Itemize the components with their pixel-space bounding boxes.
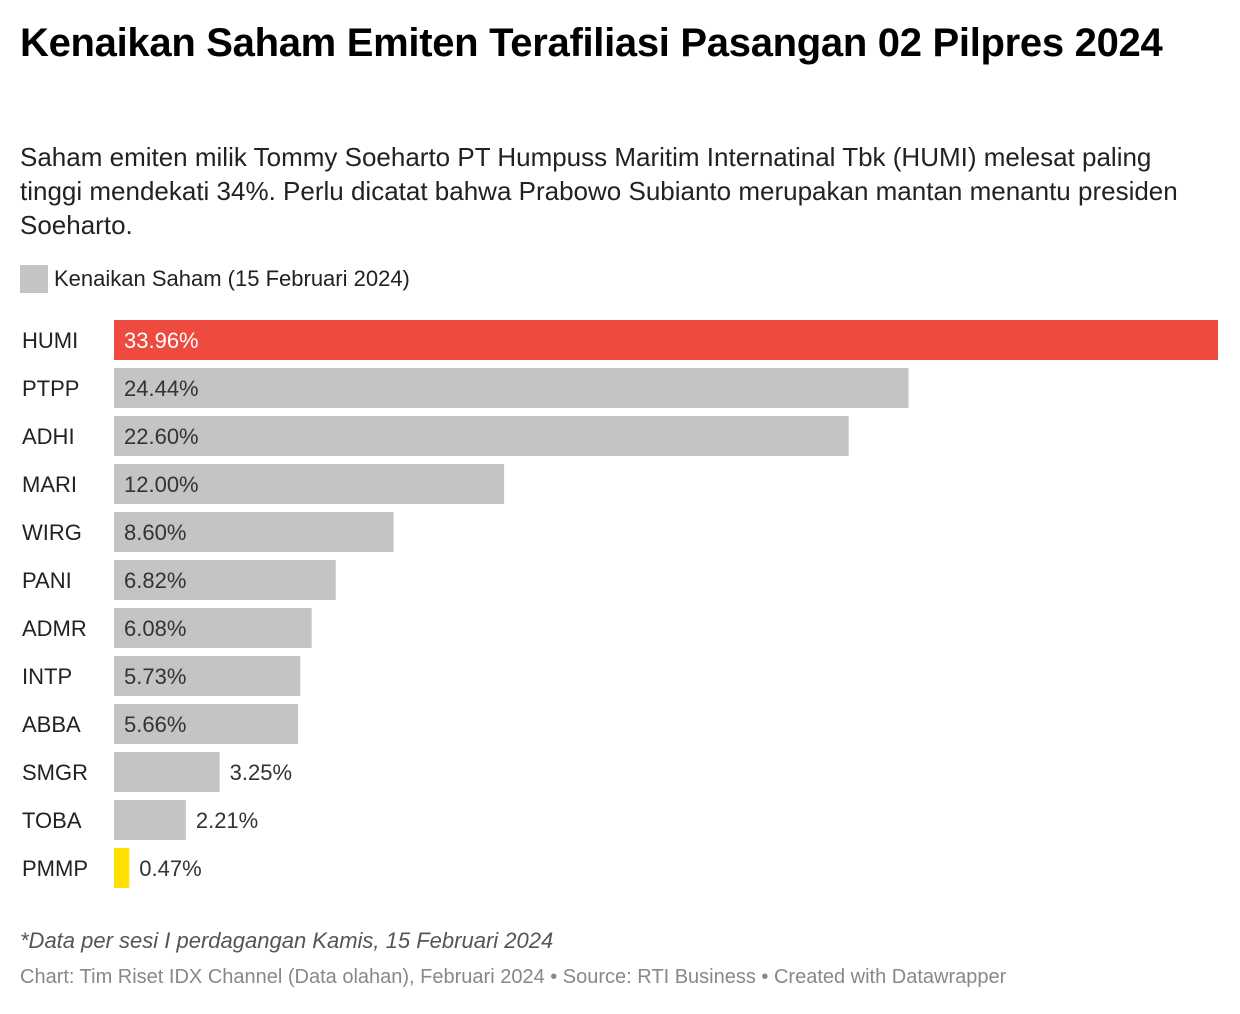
bar-mari [114,464,505,504]
value-label-admr: 6.08% [124,616,186,641]
bar-ptpp [114,368,909,408]
bar-abba [114,704,298,744]
bar-smgr [114,752,220,792]
chart-title: Kenaikan Saham Emiten Terafiliasi Pasang… [20,21,1163,65]
category-label-pmmp: PMMP [22,856,88,881]
category-label-ptpp: PTPP [22,376,79,401]
legend-label: Kenaikan Saham (15 Februari 2024) [54,266,410,291]
value-label-wirg: 8.60% [124,520,186,545]
bar-admr [114,608,312,648]
category-label-mari: MARI [22,472,77,497]
value-label-humi: 33.96% [124,328,199,353]
value-label-abba: 5.66% [124,712,186,737]
category-label-abba: ABBA [22,712,81,737]
value-label-pani: 6.82% [124,568,186,593]
bar-chart: HUMI 33.96% PTPP 24.44% ADHI 22.60% MARI 12.00%… [22,320,1218,888]
chart-credit: Chart: Tim Riset IDX Channel (Data olaha… [20,966,1007,988]
value-label-adhi: 22.60% [124,424,199,449]
value-label-mari: 12.00% [124,472,199,497]
bar-adhi [114,416,849,456]
value-label-smgr: 3.25% [230,760,292,785]
category-label-admr: ADMR [22,616,87,641]
value-label-intp: 5.73% [124,664,186,689]
category-label-toba: TOBA [22,808,82,833]
bar-humi [114,320,1218,360]
bar-pmmp [114,848,130,888]
category-label-adhi: ADHI [22,424,75,449]
bar-pani [114,560,336,600]
bar-wirg [114,512,394,552]
legend: Kenaikan Saham (15 Februari 2024) [20,264,410,294]
value-label-pmmp: 0.47% [139,856,201,881]
value-label-toba: 2.21% [196,808,258,833]
value-label-ptpp: 24.44% [124,376,199,401]
category-label-humi: HUMI [22,328,78,353]
chart-subtitle: Saham emiten milik Tommy Soeharto PT Hum… [20,142,1178,240]
category-label-smgr: SMGR [22,760,88,785]
bar-toba [114,800,186,840]
category-label-intp: INTP [22,664,72,689]
category-label-wirg: WIRG [22,520,82,545]
data-note: *Data per sesi I perdagangan Kamis, 15 F… [20,928,554,953]
legend-swatch [20,265,48,293]
bar-intp [114,656,301,696]
category-label-pani: PANI [22,568,72,593]
